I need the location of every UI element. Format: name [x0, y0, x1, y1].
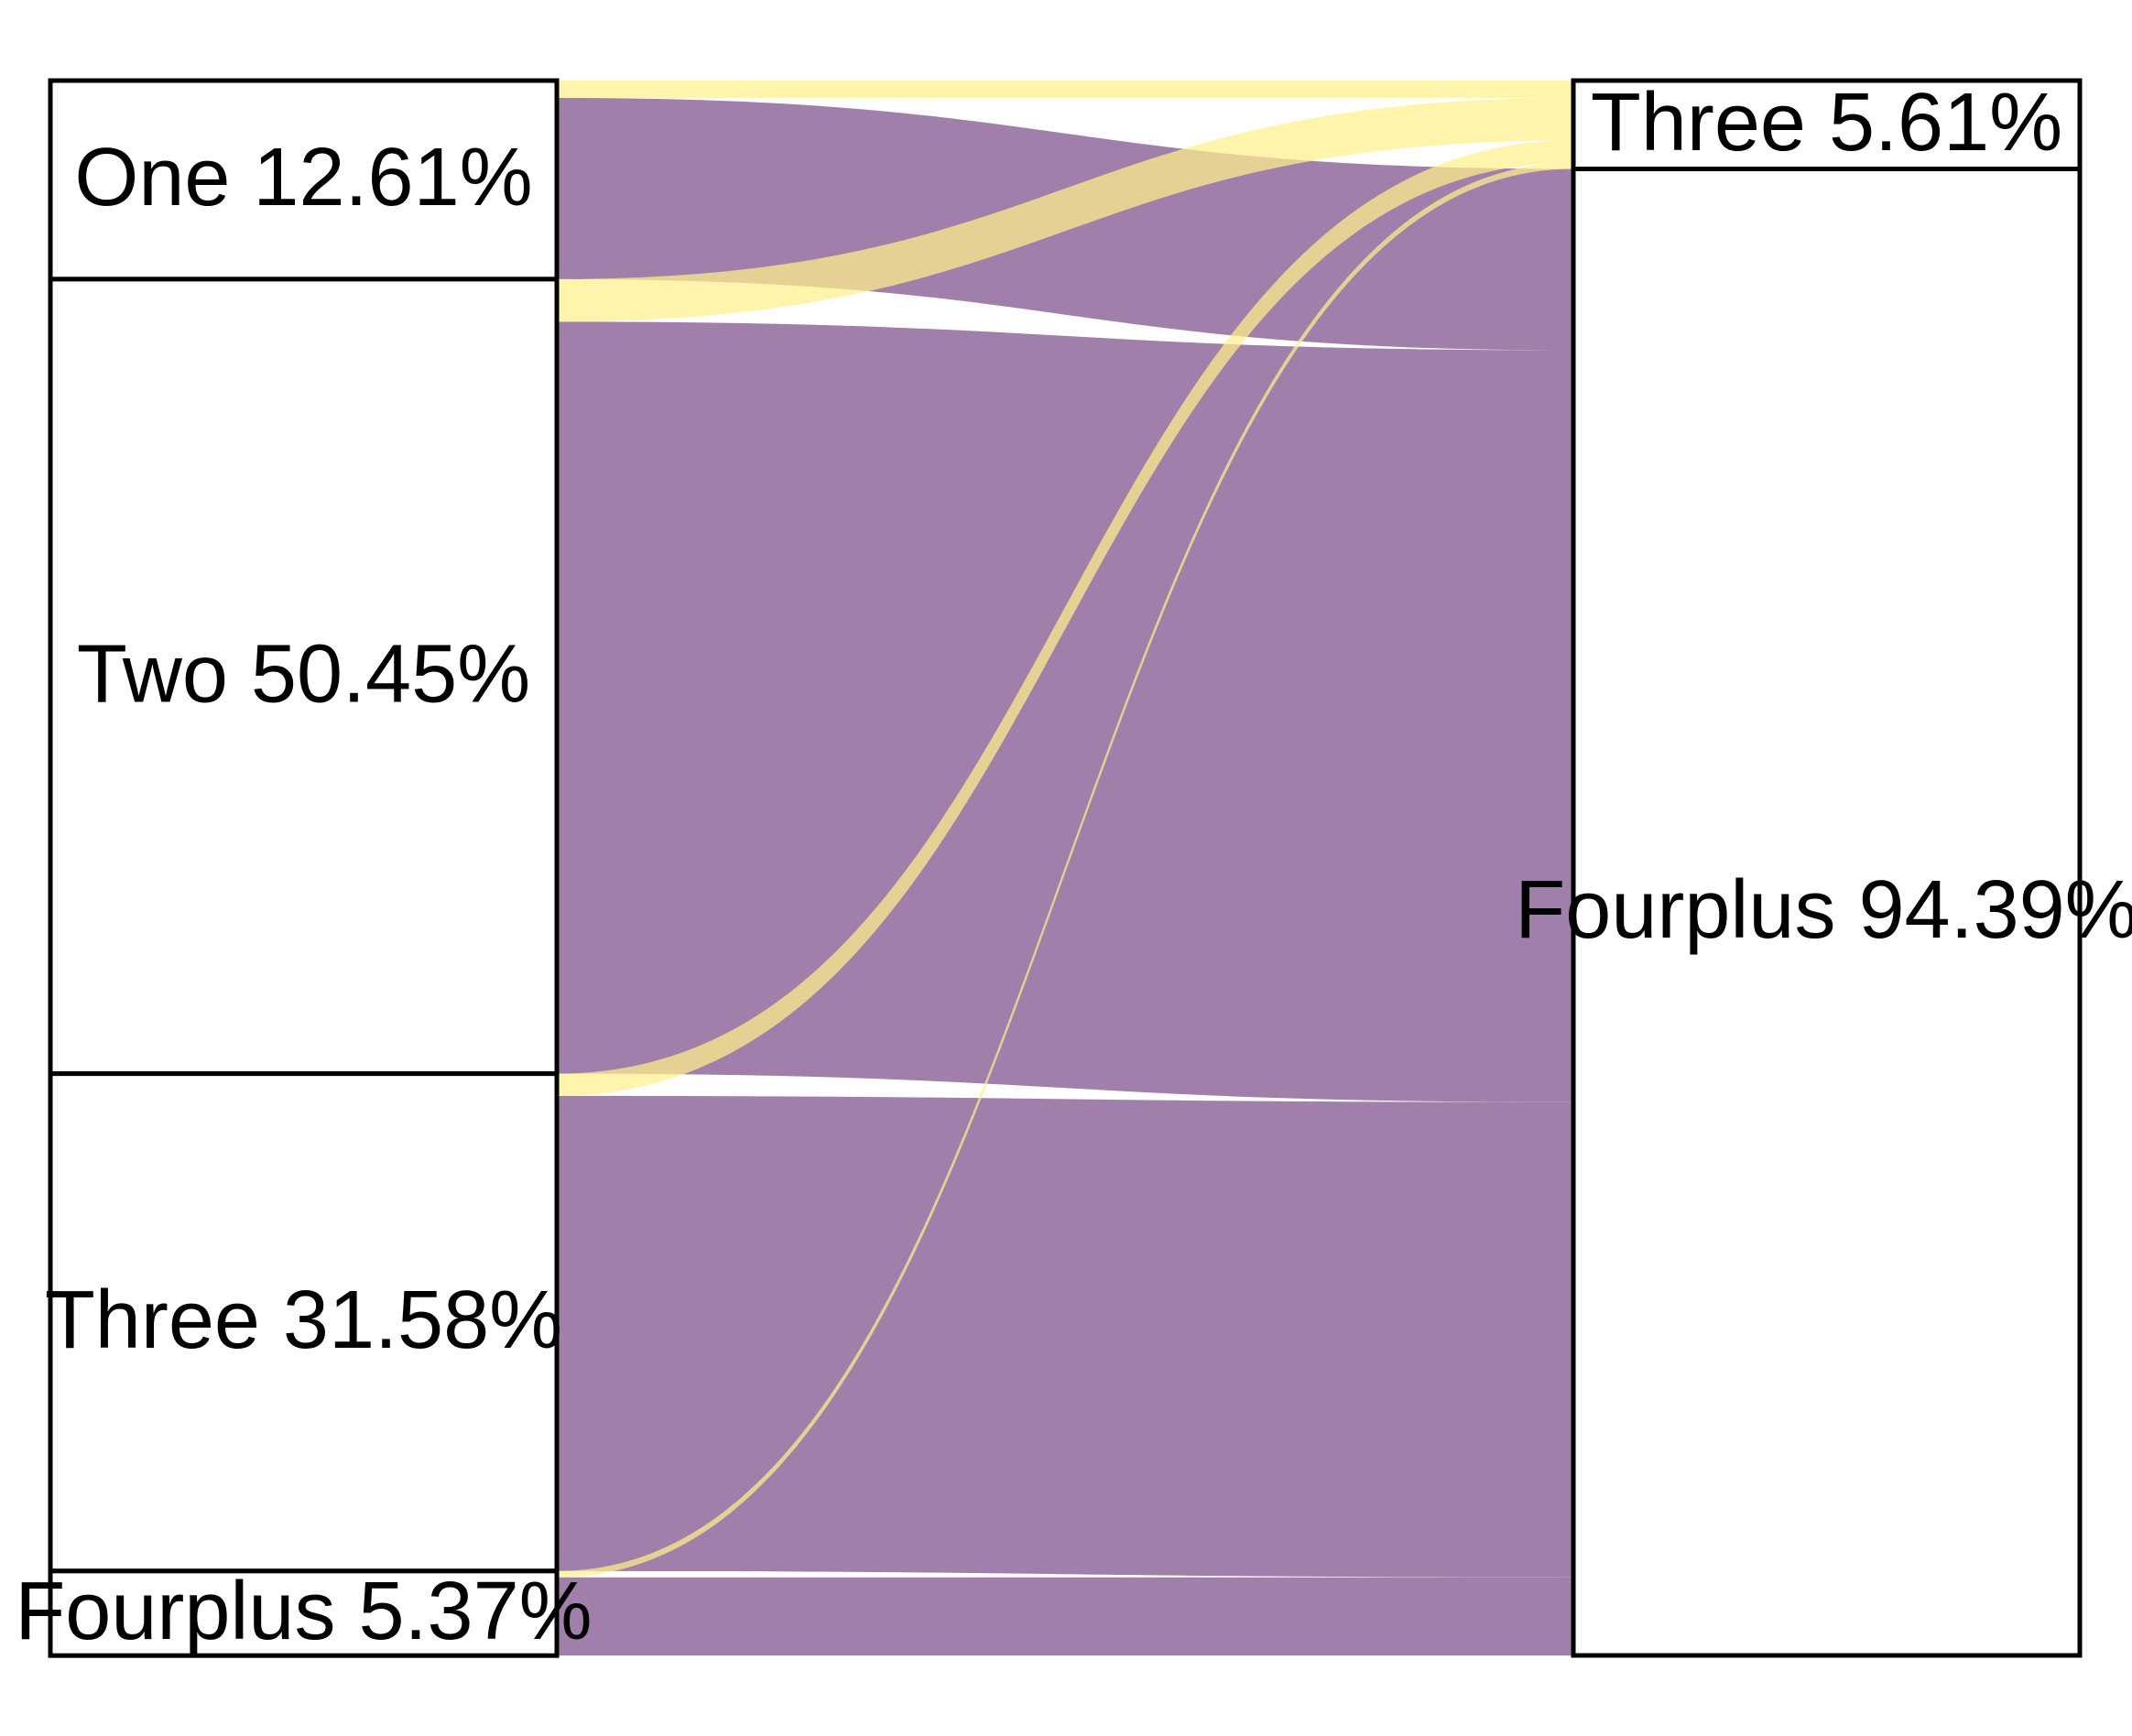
right-node-label-three: Three 5.61% [1591, 77, 2062, 168]
left-node-fourplus [48, 1568, 560, 1658]
flow-fourplus-to-three [557, 162, 1573, 1578]
flow-three-to-three [557, 140, 1573, 1096]
labels-layer: One 12.61% Two 50.45% Three 31.58% Fourplus… [15, 77, 2132, 1657]
flows-layer [557, 81, 1573, 1656]
flow-two-to-three [557, 97, 1573, 322]
flow-two-to-fourplus [557, 321, 1573, 1102]
left-node-label-one: One 12.61% [74, 132, 532, 223]
left-node-one [48, 78, 560, 282]
nodes-layer [48, 78, 2083, 1658]
left-node-label-three: Three 31.58% [45, 1275, 562, 1366]
right-node-label-fourplus: Fourplus 94.39% [1515, 864, 2132, 956]
flow-one-to-three [557, 81, 1573, 98]
flow-three-to-fourplus [557, 1095, 1573, 1578]
flow-fourplus-to-fourplus [557, 1577, 1573, 1656]
left-node-label-two: Two 50.45% [77, 629, 530, 721]
left-node-three [48, 1071, 560, 1574]
right-node-fourplus [1571, 166, 2083, 1658]
left-node-label-fourplus: Fourplus 5.37% [15, 1566, 592, 1657]
